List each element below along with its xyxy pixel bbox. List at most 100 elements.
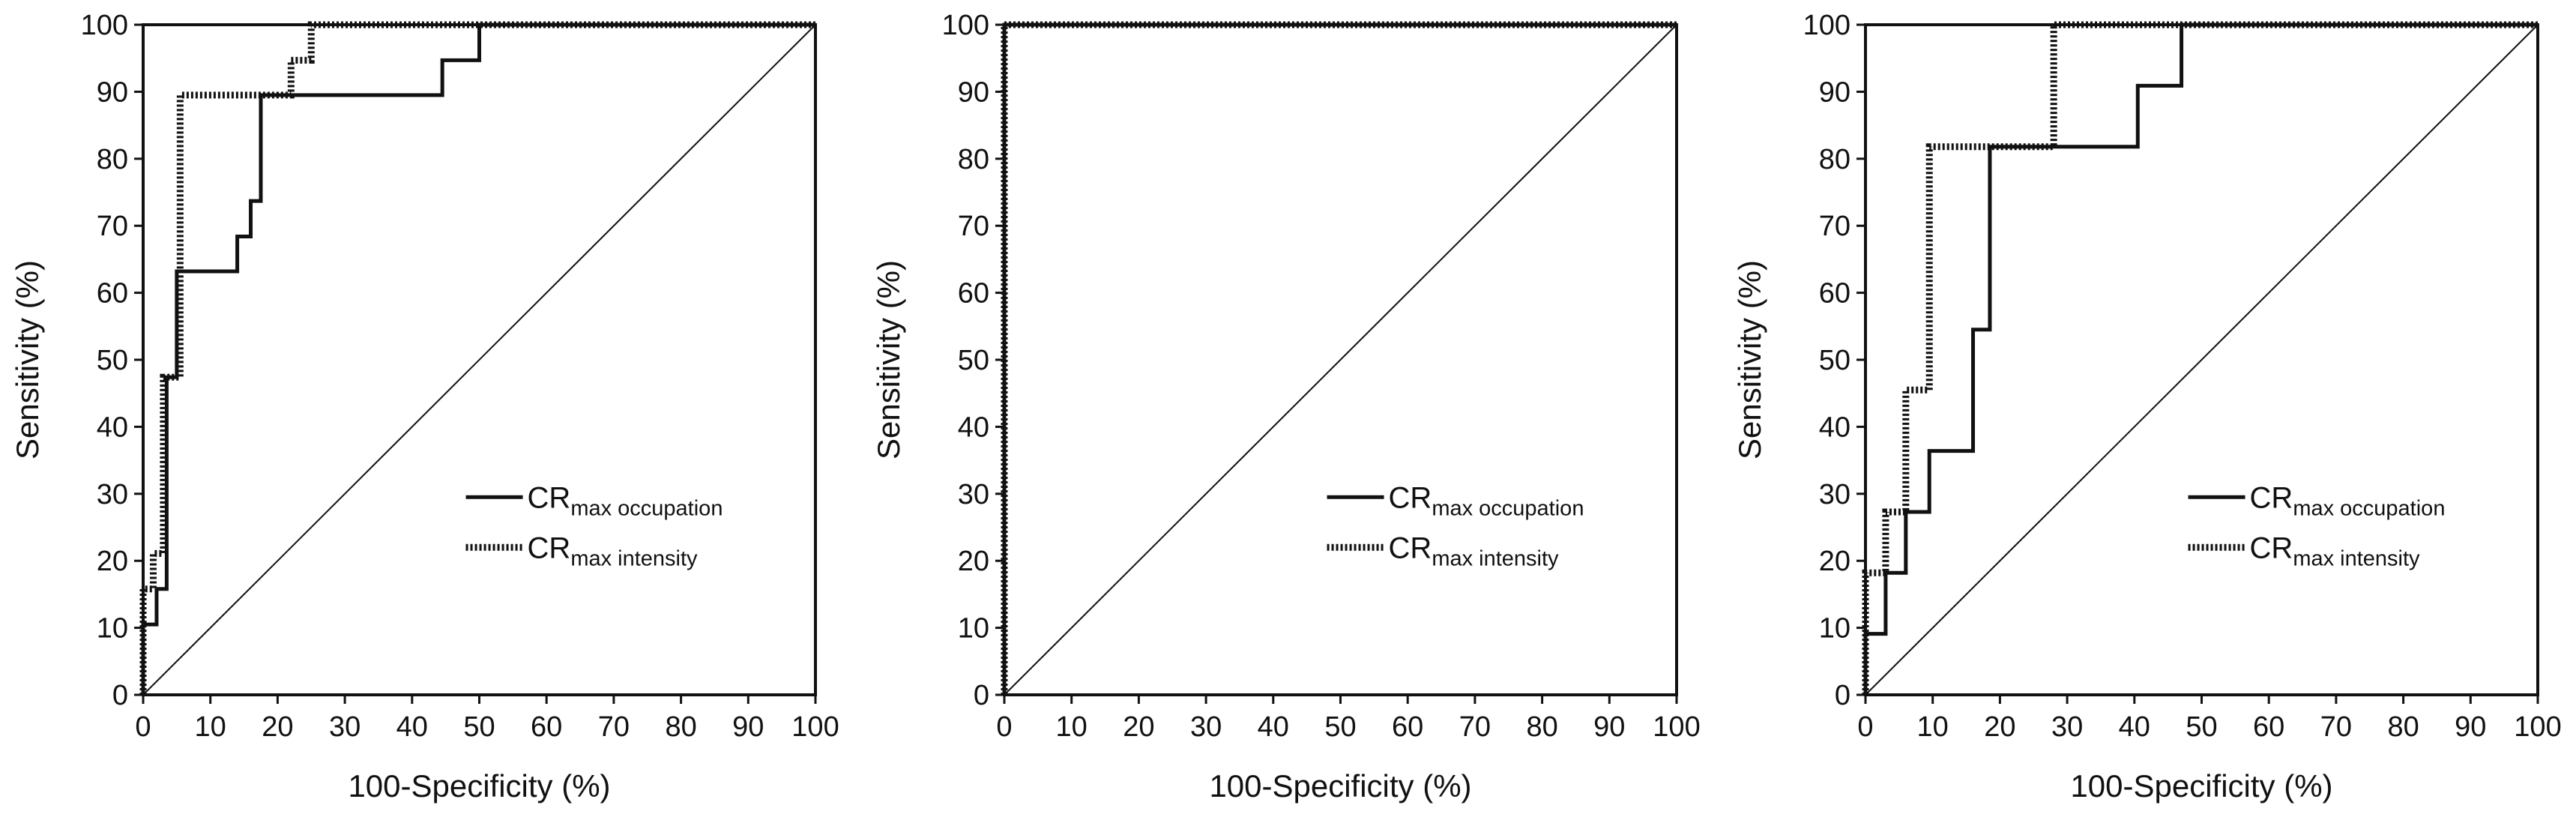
y-tick-label: 90 [97, 76, 128, 108]
y-tick-label: 40 [1819, 412, 1850, 443]
legend-label: CRmax intensity [528, 531, 699, 570]
y-tick-label: 0 [112, 680, 128, 711]
y-tick-label: 70 [958, 211, 989, 242]
x-tick-label: 60 [1392, 711, 1423, 743]
legend-subscript: max intensity [1432, 546, 1559, 570]
legend-name: CR [1389, 481, 1432, 514]
y-tick-label: 60 [958, 278, 989, 310]
x-tick-label: 20 [262, 711, 293, 743]
x-tick-label: 100 [2514, 711, 2561, 743]
legend-name: CR [528, 531, 571, 564]
x-tick-label: 30 [2051, 711, 2083, 743]
x-axis-label: 100-Specificity (%) [2070, 768, 2332, 804]
y-tick-label: 50 [1819, 345, 1850, 376]
y-tick-label: 80 [1819, 144, 1850, 175]
x-tick-label: 90 [2455, 711, 2486, 743]
x-tick-label: 40 [2119, 711, 2150, 743]
y-axis-label: Sensitivity (%) [871, 260, 906, 459]
y-tick-label: 30 [958, 479, 989, 510]
panel: 0 10 20 30 40 50 60 70 80 90 100 0 10 20 30 40 50 60 70 80 9… [1732, 10, 2562, 804]
y-tick-label: 50 [958, 345, 989, 376]
y-tick-label: 20 [97, 546, 128, 577]
legend-name: CR [2250, 481, 2293, 514]
y-axis-label: Sensitivity (%) [1732, 260, 1767, 459]
legend-subscript: max occupation [570, 496, 723, 520]
legend-label: CRmax occupation [1389, 481, 1584, 520]
legend-subscript: max occupation [2293, 496, 2445, 520]
y-tick-label: 80 [958, 144, 989, 175]
legend-label: CRmax occupation [528, 481, 723, 520]
x-tick-label: 60 [2253, 711, 2284, 743]
x-tick-label: 40 [1258, 711, 1289, 743]
x-tick-label: 90 [732, 711, 764, 743]
roc-line [141, 22, 815, 695]
reference-diagonal [1004, 24, 1677, 696]
y-tick-label: 90 [1819, 76, 1850, 108]
y-tick-label: 10 [958, 613, 989, 645]
y-tick-label: 20 [958, 546, 989, 577]
y-tick-label: 60 [1819, 278, 1850, 310]
x-tick-label: 10 [1056, 711, 1088, 743]
y-tick-label: 90 [958, 76, 989, 108]
y-tick-label: 20 [1819, 546, 1850, 577]
y-tick-label: 30 [1819, 479, 1850, 510]
x-tick-label: 0 [135, 711, 151, 743]
y-tick-label: 100 [81, 10, 128, 41]
x-tick-label: 50 [1324, 711, 1356, 743]
x-tick-label: 70 [598, 711, 630, 743]
x-tick-label: 0 [996, 711, 1012, 743]
x-tick-label: 20 [1123, 711, 1154, 743]
y-tick-label: 30 [97, 479, 128, 510]
x-tick-label: 50 [463, 711, 495, 743]
roc-line [139, 21, 815, 695]
x-axis-label: 100-Specificity (%) [348, 768, 610, 804]
x-tick-label: 100 [791, 711, 839, 743]
legend-label: CRmax occupation [2250, 481, 2446, 520]
reference-diagonal [1865, 24, 2539, 696]
x-tick-label: 100 [1653, 711, 1700, 743]
x-tick-label: 10 [1917, 711, 1949, 743]
reference-diagonal [142, 24, 816, 696]
x-tick-label: 60 [531, 711, 562, 743]
legend-label: CRmax intensity [1389, 531, 1560, 570]
legend-name: CR [2250, 531, 2293, 564]
x-tick-label: 80 [665, 711, 696, 743]
roc-line [1001, 21, 1677, 695]
roc-line [1862, 21, 2538, 695]
x-tick-label: 30 [1190, 711, 1222, 743]
y-tick-label: 10 [1819, 613, 1850, 645]
y-tick-label: 70 [1819, 211, 1850, 242]
roc-line [1863, 22, 2538, 695]
y-tick-label: 70 [97, 211, 128, 242]
x-tick-label: 10 [195, 711, 226, 743]
y-tick-label: 10 [97, 613, 128, 645]
y-tick-label: 50 [97, 345, 128, 376]
legend-subscript: max occupation [1432, 496, 1584, 520]
legend-name: CR [1389, 531, 1432, 564]
x-axis-label: 100-Specificity (%) [1209, 768, 1471, 804]
y-axis-label: Sensitivity (%) [10, 260, 45, 459]
x-tick-label: 70 [1459, 711, 1491, 743]
legend-name: CR [528, 481, 571, 514]
y-tick-label: 40 [958, 412, 989, 443]
x-tick-label: 50 [2186, 711, 2217, 743]
y-tick-label: 60 [97, 278, 128, 310]
y-tick-label: 0 [974, 680, 989, 711]
legend-subscript: max intensity [570, 546, 698, 570]
legend-label: CRmax intensity [2250, 531, 2421, 570]
y-tick-label: 40 [97, 412, 128, 443]
y-tick-label: 100 [942, 10, 989, 41]
panel: 0 10 20 30 40 50 60 70 80 90 100 0 10 20 30 40 50 60 70 80 9… [10, 10, 839, 804]
x-tick-label: 30 [329, 711, 361, 743]
panel: 0 10 20 30 40 50 60 70 80 90 100 0 10 20 30 40 50 60 70 80 9… [871, 10, 1701, 804]
x-tick-label: 90 [1593, 711, 1625, 743]
y-tick-label: 0 [1835, 680, 1850, 711]
x-tick-label: 20 [1984, 711, 2015, 743]
legend-subscript: max intensity [2293, 546, 2420, 570]
x-tick-label: 0 [1857, 711, 1873, 743]
x-tick-label: 80 [1526, 711, 1557, 743]
x-tick-label: 80 [2387, 711, 2419, 743]
y-tick-label: 100 [1803, 10, 1850, 41]
